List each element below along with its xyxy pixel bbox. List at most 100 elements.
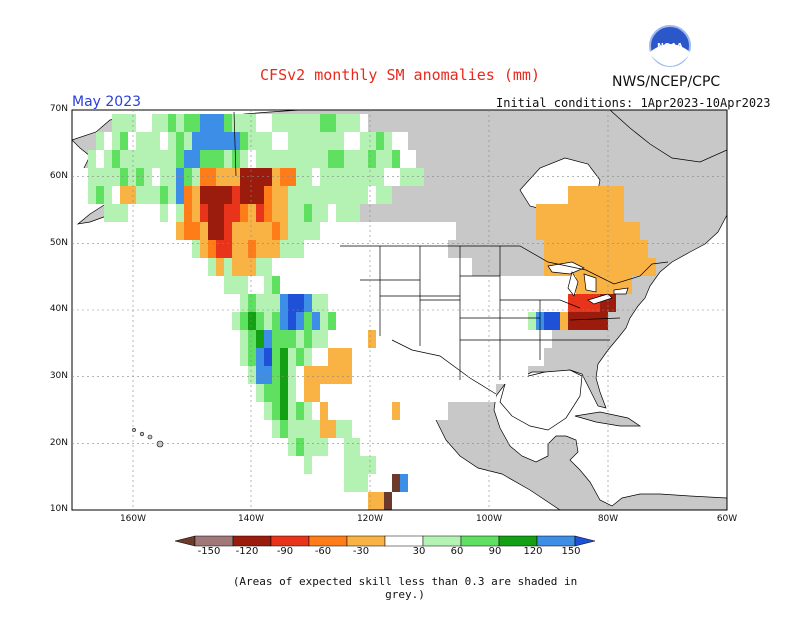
anomaly-cell bbox=[600, 258, 608, 276]
anomaly-cell bbox=[232, 330, 240, 348]
anomaly-cell bbox=[336, 474, 344, 492]
anomaly-cell bbox=[216, 168, 224, 186]
anomaly-cell bbox=[360, 330, 368, 348]
anomaly-cell bbox=[440, 222, 448, 240]
anomaly-cell bbox=[288, 438, 296, 456]
anomaly-cell bbox=[592, 222, 600, 240]
anomaly-cell bbox=[320, 330, 328, 348]
anomaly-cell bbox=[176, 132, 184, 150]
anomaly-cell bbox=[520, 276, 528, 294]
anomaly-cell bbox=[576, 312, 584, 330]
anomaly-cell bbox=[616, 204, 624, 222]
anomaly-cell bbox=[552, 312, 560, 330]
anomaly-cell bbox=[512, 348, 520, 366]
anomaly-cell bbox=[248, 132, 256, 150]
anomaly-cell bbox=[120, 186, 128, 204]
anomaly-cell bbox=[520, 348, 528, 366]
anomaly-cell bbox=[400, 222, 408, 240]
anomaly-cell bbox=[368, 240, 376, 258]
anomaly-cell bbox=[416, 348, 424, 366]
anomaly-cell bbox=[328, 240, 336, 258]
anomaly-cell bbox=[296, 204, 304, 222]
anomaly-cell bbox=[256, 330, 264, 348]
anomaly-cell bbox=[568, 222, 576, 240]
colorbar-tick-label: 120 bbox=[523, 546, 543, 557]
anomaly-cell bbox=[264, 114, 272, 132]
anomaly-cell bbox=[184, 204, 192, 222]
anomaly-cell bbox=[192, 222, 200, 240]
anomaly-cell bbox=[136, 114, 144, 132]
anomaly-cell bbox=[560, 222, 568, 240]
anomaly-cell bbox=[600, 204, 608, 222]
anomaly-cell bbox=[448, 276, 456, 294]
anomaly-cell bbox=[120, 150, 128, 168]
anomaly-cell bbox=[376, 222, 384, 240]
anomaly-cell bbox=[312, 276, 320, 294]
anomaly-cell bbox=[600, 186, 608, 204]
anomaly-cell bbox=[336, 132, 344, 150]
anomaly-cell bbox=[184, 186, 192, 204]
anomaly-cell bbox=[376, 186, 384, 204]
anomaly-cell bbox=[256, 240, 264, 258]
anomaly-cell bbox=[576, 276, 584, 294]
anomaly-cell bbox=[336, 438, 344, 456]
anomaly-cell bbox=[296, 420, 304, 438]
anomaly-cell bbox=[512, 294, 520, 312]
anomaly-cell bbox=[584, 294, 592, 312]
anomaly-cell bbox=[376, 474, 384, 492]
anomaly-cell bbox=[360, 492, 368, 510]
anomaly-cell bbox=[480, 384, 488, 402]
anomaly-cell bbox=[136, 132, 144, 150]
anomaly-cell bbox=[216, 150, 224, 168]
gulf-of-mexico bbox=[499, 369, 583, 431]
anomaly-cell bbox=[248, 276, 256, 294]
anomaly-cell bbox=[384, 492, 392, 510]
anomaly-cell bbox=[208, 132, 216, 150]
anomaly-cell bbox=[408, 276, 416, 294]
anomaly-cell bbox=[328, 420, 336, 438]
anomaly-cell bbox=[272, 240, 280, 258]
anomaly-cell bbox=[368, 456, 376, 474]
anomaly-cell bbox=[568, 204, 576, 222]
anomaly-cell bbox=[328, 456, 336, 474]
anomaly-cell bbox=[392, 474, 400, 492]
anomaly-cell bbox=[232, 240, 240, 258]
anomaly-cell bbox=[264, 240, 272, 258]
anomaly-cell bbox=[528, 294, 536, 312]
anomaly-cell bbox=[368, 186, 376, 204]
anomaly-cell bbox=[344, 384, 352, 402]
anomaly-cell bbox=[592, 186, 600, 204]
anomaly-cell bbox=[168, 114, 176, 132]
anomaly-cell bbox=[112, 114, 120, 132]
anomaly-cell bbox=[376, 384, 384, 402]
anomaly-cell bbox=[544, 312, 552, 330]
anomaly-cell bbox=[384, 402, 392, 420]
target-month: May 2023 bbox=[72, 94, 142, 110]
anomaly-cell bbox=[544, 222, 552, 240]
anomaly-cell bbox=[208, 240, 216, 258]
anomaly-cell bbox=[384, 456, 392, 474]
anomaly-cell bbox=[104, 186, 112, 204]
anomaly-cell bbox=[336, 456, 344, 474]
anomaly-cell bbox=[392, 492, 400, 510]
anomaly-cell bbox=[272, 114, 280, 132]
anomaly-cell bbox=[96, 132, 104, 150]
anomaly-cell bbox=[344, 312, 352, 330]
anomaly-cell bbox=[256, 312, 264, 330]
anomaly-cell bbox=[384, 276, 392, 294]
lat-label-10n: 10N bbox=[49, 504, 68, 514]
anomaly-cell bbox=[296, 240, 304, 258]
anomaly-cell bbox=[328, 330, 336, 348]
anomaly-cell bbox=[160, 114, 168, 132]
anomaly-cell bbox=[304, 366, 312, 384]
anomaly-cell bbox=[232, 276, 240, 294]
anomaly-cell bbox=[176, 204, 184, 222]
anomaly-cell bbox=[96, 150, 104, 168]
anomaly-cell bbox=[256, 132, 264, 150]
anomaly-cell bbox=[336, 114, 344, 132]
anomaly-cell bbox=[336, 276, 344, 294]
anomaly-cell bbox=[280, 330, 288, 348]
anomaly-cell bbox=[480, 276, 488, 294]
anomaly-cell bbox=[312, 186, 320, 204]
anomaly-cell bbox=[560, 204, 568, 222]
